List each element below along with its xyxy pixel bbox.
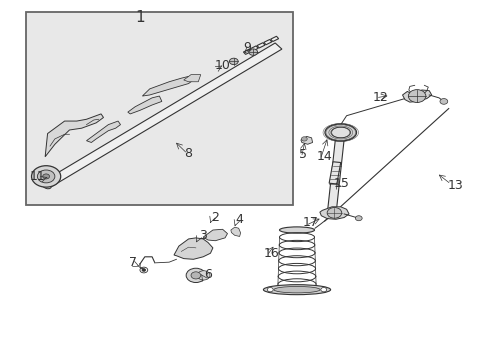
Polygon shape <box>327 130 345 211</box>
Circle shape <box>326 207 341 218</box>
Polygon shape <box>86 121 120 143</box>
Polygon shape <box>319 207 348 219</box>
Text: 15: 15 <box>333 177 349 190</box>
Circle shape <box>31 166 61 187</box>
Circle shape <box>229 58 238 64</box>
Circle shape <box>248 49 257 55</box>
Circle shape <box>191 272 201 279</box>
Text: 13: 13 <box>447 179 463 192</box>
Text: 4: 4 <box>235 213 243 226</box>
Ellipse shape <box>273 287 320 293</box>
Polygon shape <box>270 36 278 41</box>
Polygon shape <box>402 90 431 102</box>
Text: 14: 14 <box>316 150 332 163</box>
Ellipse shape <box>41 180 51 189</box>
Text: 8: 8 <box>184 147 192 160</box>
Polygon shape <box>127 96 162 114</box>
Circle shape <box>197 271 209 280</box>
Polygon shape <box>174 238 212 259</box>
Circle shape <box>37 170 55 183</box>
Text: 17: 17 <box>302 216 317 229</box>
Polygon shape <box>243 49 251 54</box>
Polygon shape <box>41 43 281 188</box>
Text: 7: 7 <box>128 256 136 269</box>
Polygon shape <box>250 46 258 51</box>
Ellipse shape <box>279 227 314 233</box>
Polygon shape <box>203 229 227 241</box>
Text: 11: 11 <box>30 170 46 183</box>
Polygon shape <box>45 114 103 157</box>
Text: 2: 2 <box>211 211 219 224</box>
Polygon shape <box>264 40 271 45</box>
Polygon shape <box>257 43 264 48</box>
Circle shape <box>142 269 145 271</box>
Text: 12: 12 <box>372 91 388 104</box>
Text: 9: 9 <box>243 41 250 54</box>
Text: 3: 3 <box>199 229 207 242</box>
Polygon shape <box>142 76 193 96</box>
Circle shape <box>267 288 273 292</box>
Bar <box>26 12 292 205</box>
Ellipse shape <box>325 124 356 141</box>
Text: 6: 6 <box>203 268 211 281</box>
Text: 5: 5 <box>298 148 306 162</box>
Circle shape <box>439 99 447 104</box>
Text: 10: 10 <box>214 59 230 72</box>
Polygon shape <box>328 162 340 184</box>
Circle shape <box>301 137 306 141</box>
Circle shape <box>355 216 362 221</box>
Circle shape <box>186 268 205 283</box>
Text: 1: 1 <box>135 10 144 25</box>
Polygon shape <box>230 227 240 237</box>
Polygon shape <box>300 136 312 144</box>
Circle shape <box>320 288 326 292</box>
Ellipse shape <box>330 127 350 138</box>
Polygon shape <box>183 75 201 82</box>
Circle shape <box>42 174 49 179</box>
Text: 16: 16 <box>263 247 279 260</box>
Circle shape <box>407 90 425 103</box>
Ellipse shape <box>263 285 330 295</box>
